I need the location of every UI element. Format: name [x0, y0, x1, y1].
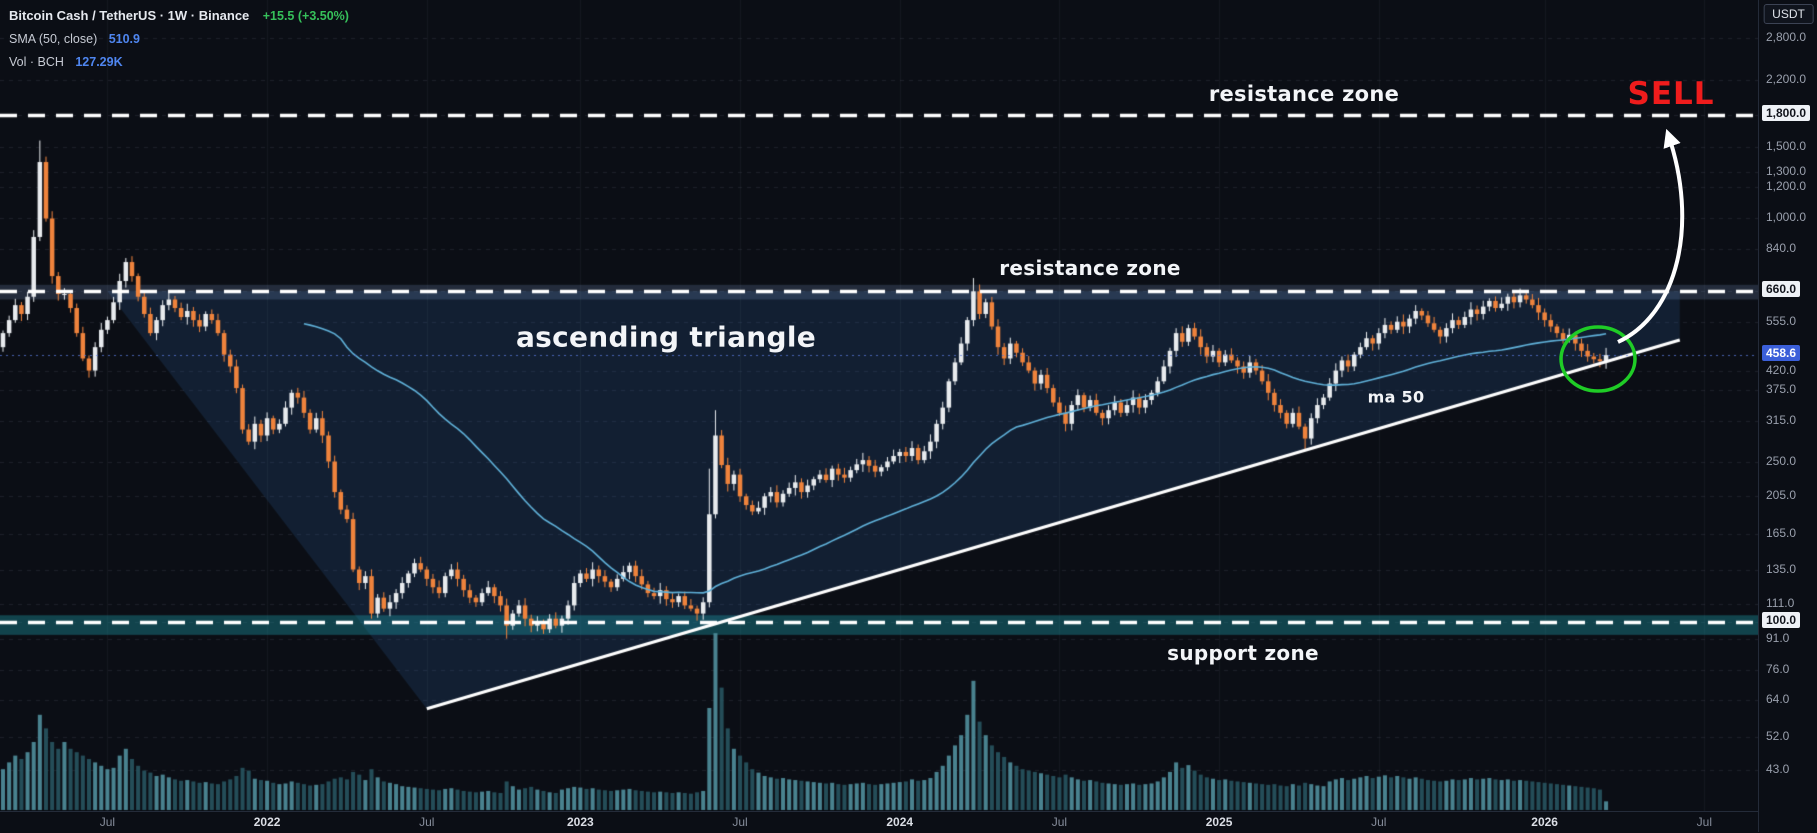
price-tick: 76.0 [1766, 662, 1790, 677]
price-tick: 1,300.0 [1766, 164, 1807, 179]
zone-price-label: 1,800.0 [1762, 105, 1811, 122]
resistance-zone-top-label[interactable]: resistance zone [1208, 82, 1400, 106]
time-tick: Jul [419, 815, 435, 829]
price-tick: 1,200.0 [1766, 178, 1807, 193]
time-tick: Jul [1696, 815, 1712, 829]
price-tick: 1,000.0 [1766, 210, 1807, 225]
symbol-title[interactable]: Bitcoin Cash / TetherUS · 1W · Binance [9, 8, 250, 23]
axis-currency-label[interactable]: USDT [1763, 4, 1814, 24]
price-tick: 43.0 [1766, 762, 1790, 777]
legend: Bitcoin Cash / TetherUS · 1W · Binance +… [9, 7, 349, 76]
price-tick: 2,200.0 [1766, 72, 1807, 87]
price-tick: 420.0 [1766, 362, 1797, 377]
time-tick: 2025 [1205, 815, 1233, 829]
legend-sma-row: SMA (50, close) 510.9 [9, 30, 349, 48]
volume-value: 127.29K [75, 55, 123, 69]
legend-symbol-row: Bitcoin Cash / TetherUS · 1W · Binance +… [9, 7, 349, 25]
time-tick: 2024 [886, 815, 914, 829]
price-tick: 205.0 [1766, 488, 1797, 503]
time-axis[interactable]: Jul 2022 Jul 2023 Jul 2024 Jul 2025 Jul 2026 Jul [0, 811, 1758, 833]
price-tick: 165.0 [1766, 526, 1797, 541]
price-tick: 2,800.0 [1766, 30, 1807, 44]
price-tick: 250.0 [1766, 453, 1797, 468]
price-tick: 1,500.0 [1766, 139, 1807, 154]
time-tick: Jul [99, 815, 116, 829]
price-tick: 315.0 [1766, 412, 1797, 427]
price-tick: 135.0 [1766, 561, 1797, 576]
symbol-change: +15.5 (+3.50%) [262, 9, 349, 23]
time-tick: Jul [732, 815, 748, 829]
last-price-label: 458.6 [1762, 345, 1801, 362]
price-tick: 555.0 [1766, 313, 1797, 328]
price-tick: 91.0 [1766, 630, 1790, 645]
price-tick: 375.0 [1766, 382, 1797, 397]
price-tick: 111.0 [1766, 595, 1795, 610]
time-tick: 2023 [566, 815, 594, 829]
legend-volume-row: Vol · BCH 127.29K [9, 53, 349, 71]
time-tick: 2022 [253, 815, 281, 829]
ascending-triangle-label[interactable]: ascending triangle [515, 320, 817, 354]
ma50-label[interactable]: ma 50 [1367, 387, 1425, 407]
volume-label: Vol · BCH [9, 55, 64, 69]
sma-label: SMA (50, close) [9, 32, 98, 46]
price-tick: 52.0 [1766, 728, 1790, 743]
price-axis[interactable]: USDT 2,800.0 2,200.0 1,800.0 1,500.0 1,300.0… [1758, 0, 1817, 832]
price-tick: 64.0 [1766, 692, 1790, 707]
time-tick: Jul [1371, 815, 1387, 829]
resistance-zone-mid-label[interactable]: resistance zone [999, 256, 1181, 280]
zone-price-label: 660.0 [1762, 281, 1801, 298]
time-tick: 2026 [1531, 815, 1558, 829]
sell-signal-label[interactable]: SELL [1627, 76, 1715, 112]
sma-value: 510.9 [108, 32, 140, 46]
support-zone-label[interactable]: support zone [1167, 641, 1319, 665]
price-tick: 840.0 [1766, 241, 1797, 256]
price-chart-canvas[interactable] [0, 0, 1758, 811]
zone-price-label: 100.0 [1762, 612, 1801, 629]
time-tick: Jul [1051, 815, 1068, 829]
